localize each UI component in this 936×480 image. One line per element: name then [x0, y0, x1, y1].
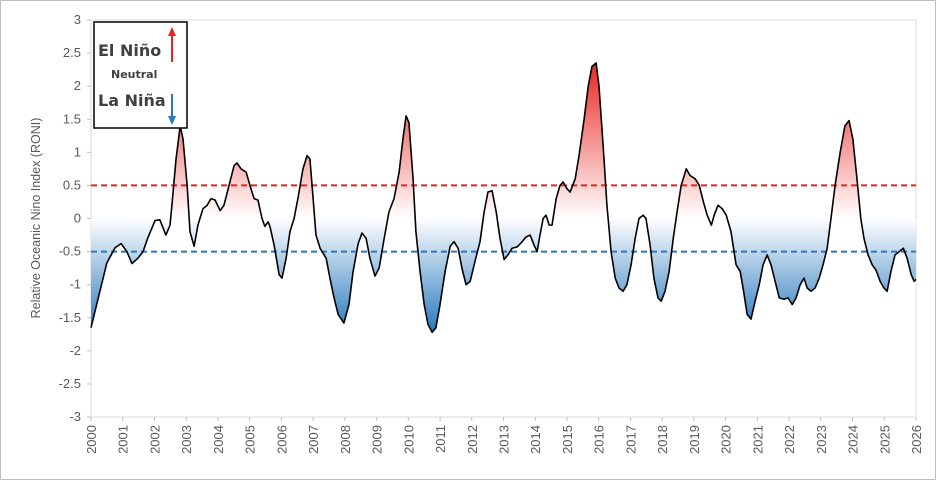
x-tick-label: 2022: [782, 425, 797, 454]
legend-la-nina: La Niña: [98, 91, 166, 110]
x-tick-label: 2000: [84, 425, 99, 454]
x-tick-label: 2026: [909, 425, 924, 454]
x-tick-label: 2007: [306, 425, 321, 454]
y-tick-label: 0: [74, 211, 81, 226]
x-tick-label: 2023: [814, 425, 829, 454]
y-tick-label: 2.5: [63, 45, 81, 60]
line: [90, 62, 917, 334]
x-tick-label: 2002: [147, 425, 162, 454]
legend-el-nino: El Niño: [98, 41, 161, 60]
y-tick-label: -0.5: [59, 244, 81, 259]
x-tick-label: 2025: [877, 425, 892, 454]
y-tick-label: -1.5: [59, 310, 81, 325]
x-tick-label: 2004: [211, 425, 226, 454]
x-tick-label: 2019: [687, 425, 702, 454]
x-tick-label: 2015: [560, 425, 575, 454]
x-tick-label: 2017: [623, 425, 638, 454]
x-tick-label: 2005: [243, 425, 258, 454]
y-tick-label: 1: [74, 144, 81, 159]
y-tick-label: 2: [74, 78, 81, 93]
y-tick-label: 0.5: [63, 177, 81, 192]
x-tick-label: 2009: [370, 425, 385, 454]
arrow-down-head: [168, 116, 176, 125]
x-tick-label: 2010: [401, 425, 416, 454]
y-tick-label: 1.5: [63, 111, 81, 126]
x-tick-label: 2003: [179, 425, 194, 454]
arrow-up-head: [168, 27, 176, 36]
x-tick-label: 2021: [750, 425, 765, 454]
x-tick-label: 2006: [274, 425, 289, 454]
y-tick-label: 3: [74, 12, 81, 27]
y-tick-label: -2.5: [59, 376, 81, 391]
x-tick-label: 2016: [592, 425, 607, 454]
x-tick-label: 2011: [433, 425, 448, 453]
y-tick-label: -3: [69, 409, 81, 424]
y-axis-label: Relative Oceanic Nino Index (RONI): [29, 118, 43, 319]
x-tick-label: 2024: [846, 425, 861, 454]
legend: El Niño Neutral La Niña: [93, 21, 188, 129]
x-tick-label: 2018: [655, 425, 670, 454]
x-tick-label: 2020: [719, 425, 734, 454]
x-tick-label: 2012: [465, 425, 480, 454]
x-tick-label: 2014: [528, 425, 543, 454]
x-tick-label: 2001: [116, 425, 131, 454]
y-tick-label: -2: [69, 343, 81, 358]
negative-area: [91, 218, 916, 333]
x-tick-label: 2013: [497, 425, 512, 454]
x-tick-label: 2008: [338, 425, 353, 454]
legend-neutral: Neutral: [111, 68, 157, 81]
y-tick-label: -1: [69, 277, 81, 292]
